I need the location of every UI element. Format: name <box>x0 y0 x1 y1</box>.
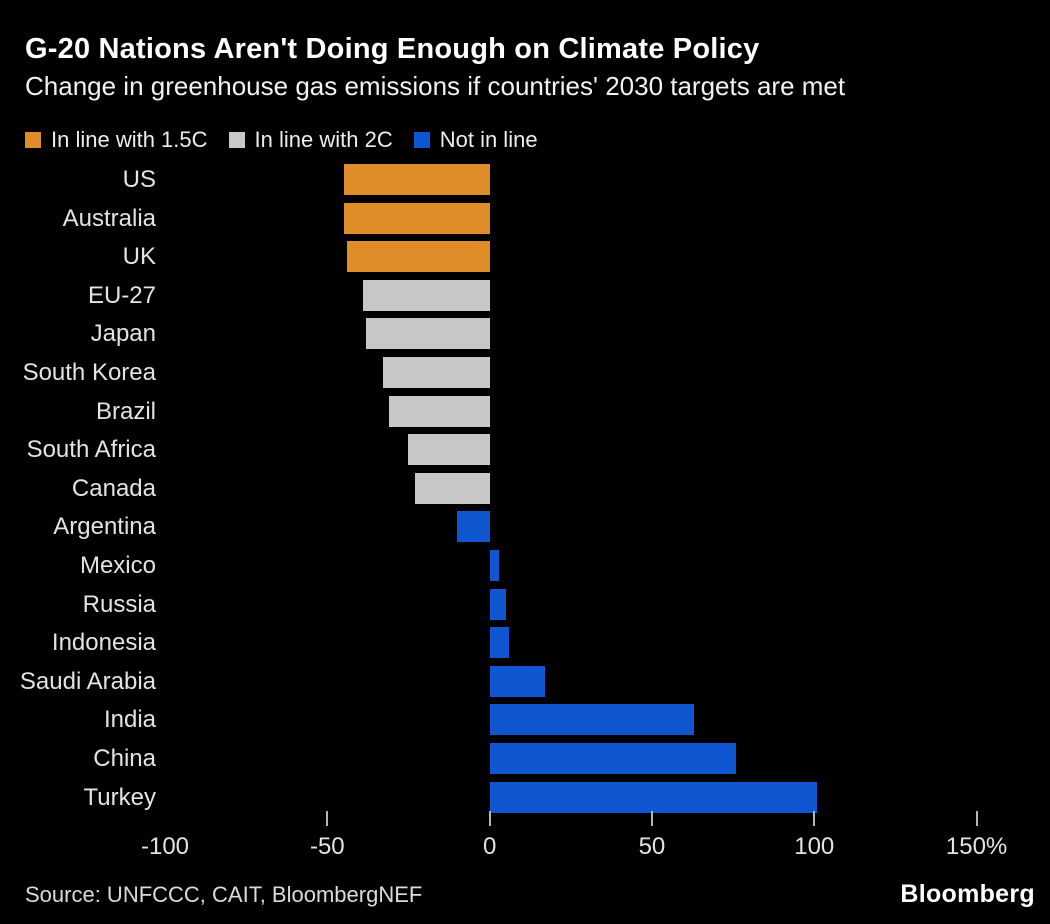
bar-china <box>489 743 737 774</box>
x-tick <box>326 811 329 826</box>
bar-mexico <box>489 550 500 581</box>
bar-india <box>489 704 695 736</box>
country-label-indonesia: Indonesia <box>51 629 156 657</box>
chart-legend: In line with 1.5C In line with 2C Not in l… <box>25 127 538 153</box>
country-label-brazil: Brazil <box>95 397 156 425</box>
x-tick-label: 150% <box>945 833 1008 860</box>
bar-south-korea <box>382 357 490 388</box>
bloomberg-logo: Bloomberg <box>900 880 1035 908</box>
country-label-uk: UK <box>122 243 156 271</box>
legend-swatch-icon <box>413 132 430 148</box>
legend-label: In line with 2C <box>254 127 393 152</box>
bar-canada <box>414 472 490 504</box>
legend-swatch-icon <box>228 132 245 148</box>
x-axis-ticks <box>165 811 1035 826</box>
country-label-eu-27: EU-27 <box>87 281 156 309</box>
x-tick-label: -50 <box>309 833 345 860</box>
bar-russia <box>489 588 506 620</box>
country-label-china: China <box>93 745 156 772</box>
x-tick-label: 0 <box>482 833 497 860</box>
legend-label: Not in line <box>439 127 538 152</box>
x-tick <box>813 811 816 826</box>
legend-item-not-in-line: Not in line <box>413 127 538 153</box>
country-label-russia: Russia <box>82 590 156 618</box>
bar-us <box>343 164 490 195</box>
country-label-argentina: Argentina <box>53 513 156 541</box>
x-tick-label: 50 <box>638 833 666 860</box>
bar-uk <box>346 241 490 273</box>
bar-eu-27 <box>363 279 490 311</box>
country-label-south-africa: South Africa <box>26 436 156 464</box>
x-tick <box>650 811 653 826</box>
x-tick <box>975 811 978 826</box>
country-label-south-korea: South Korea <box>22 359 156 386</box>
bar-indonesia <box>489 627 510 659</box>
x-tick <box>488 811 491 826</box>
chart-subtitle: Change in greenhouse gas emissions if co… <box>25 71 846 101</box>
bar-chart: US Australia UK EU-27 Japan South Korea Brazil… <box>0 164 1050 813</box>
bar-argentina <box>457 511 490 543</box>
bar-brazil <box>388 395 490 427</box>
x-tick-label: -100 <box>140 833 190 860</box>
country-label-us: US <box>122 166 156 193</box>
x-tick-label: 100 <box>794 833 835 860</box>
bar-australia <box>343 202 490 234</box>
country-label-mexico: Mexico <box>79 552 156 579</box>
country-label-japan: Japan <box>90 320 156 348</box>
legend-swatch-icon <box>25 132 41 148</box>
country-label-india: India <box>103 706 156 734</box>
country-label-canada: Canada <box>71 474 156 502</box>
source-text: Source: UNFCCC, CAIT, BloombergNEF <box>25 882 423 907</box>
chart-title: G-20 Nations Aren't Doing Enough on Clim… <box>25 33 760 65</box>
bar-turkey <box>489 781 818 813</box>
country-label-australia: Australia <box>62 204 156 232</box>
x-axis-labels: -100 -50 0 50 100 150% <box>141 833 1035 861</box>
bar-japan <box>366 318 490 350</box>
legend-label: In line with 1.5C <box>51 127 208 152</box>
plot-area <box>165 164 1035 813</box>
country-label-saudi-arabia: Saudi Arabia <box>19 667 156 695</box>
bar-saudi-arabia <box>489 665 545 697</box>
country-label-turkey: Turkey <box>83 783 156 811</box>
bar-south-africa <box>408 434 490 466</box>
legend-item-in-line-1-5c: In line with 1.5C <box>25 127 208 153</box>
legend-item-in-line-2c: In line with 2C <box>228 127 393 153</box>
